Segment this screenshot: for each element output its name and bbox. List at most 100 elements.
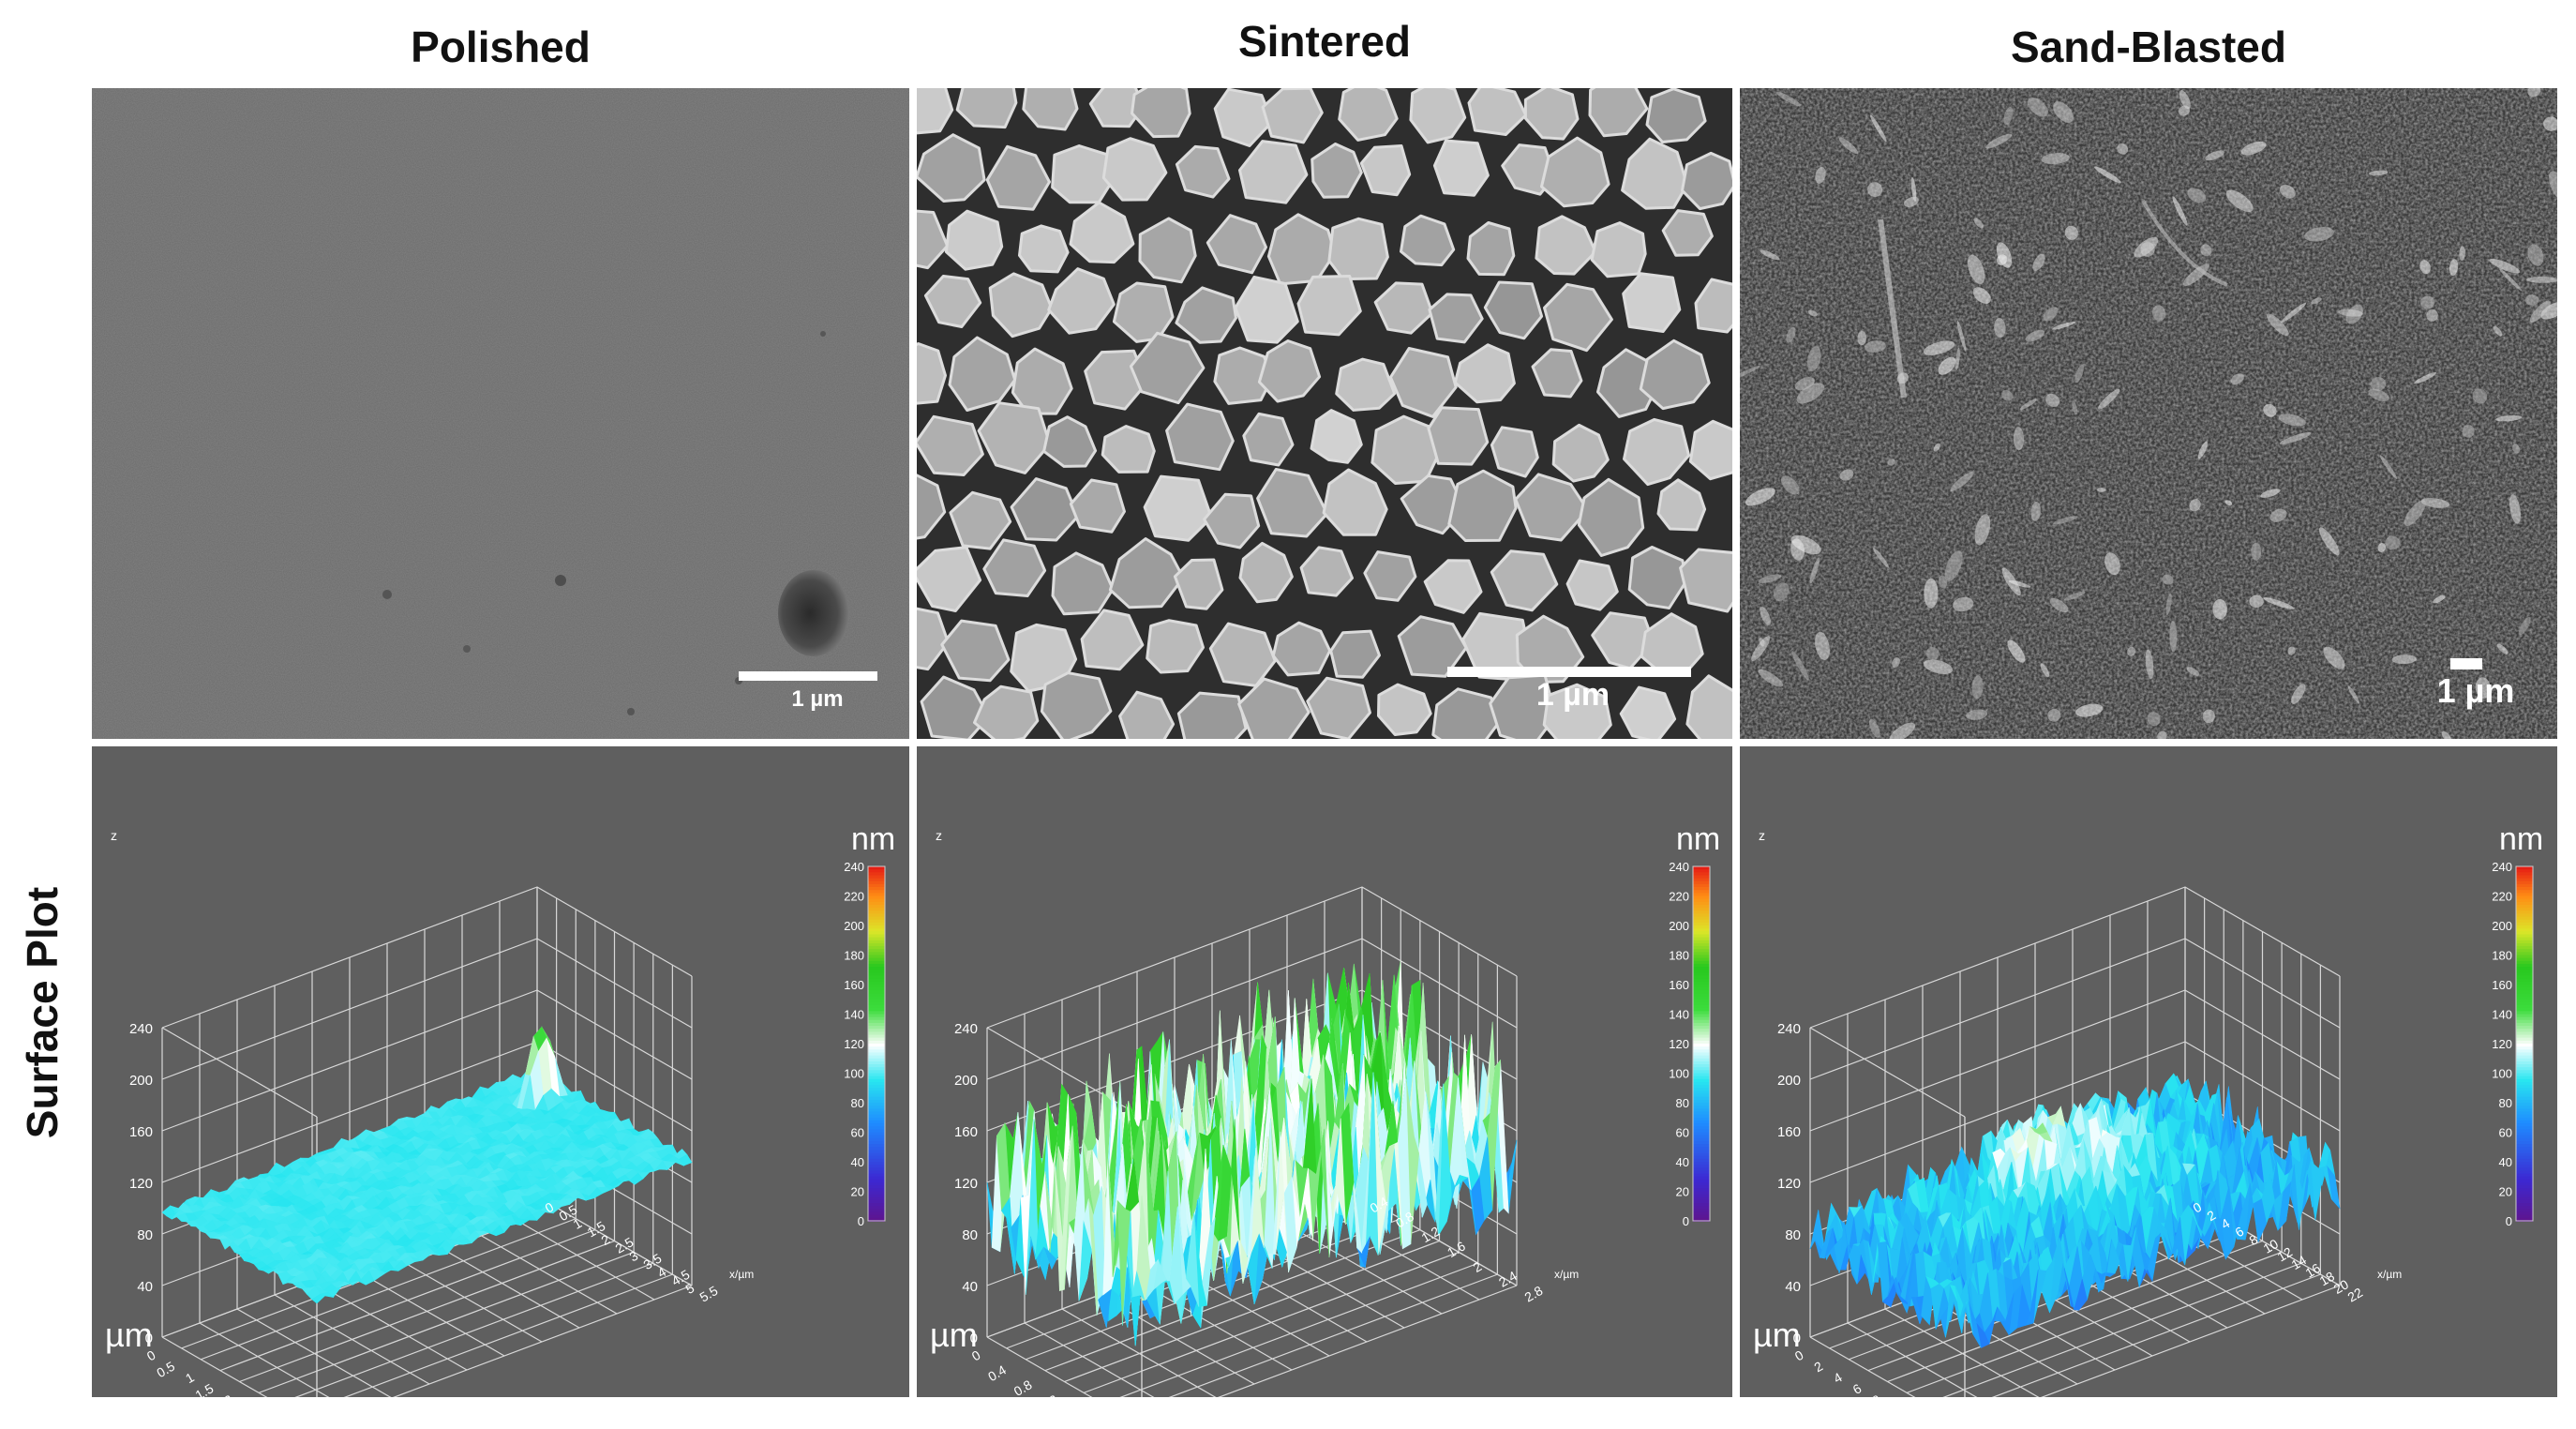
- z-tick-label: 40: [137, 1279, 153, 1295]
- colorbar-tick-label: 140: [2492, 1008, 2512, 1022]
- surface-plot-polished: 0 40 80 120 160 200 240 z 0 0.5 1 1.5 2 2.5 3 3.5 4 4.5 5 5…: [92, 746, 909, 1397]
- x-axis-title: x/µm: [1554, 1268, 1579, 1281]
- colorbar-tick-label: 200: [1669, 919, 1689, 933]
- y-tick-label: 1: [183, 1369, 197, 1386]
- z-axis-title: z: [1759, 828, 1765, 843]
- colorbar-tick-label: 220: [2492, 890, 2512, 904]
- sem-sintered-drawing: [917, 88, 1732, 739]
- z-tick-label: 80: [962, 1227, 978, 1243]
- z-tick-label: 240: [1777, 1021, 1801, 1037]
- surface-mesh: [986, 960, 1518, 1346]
- colorbar: [867, 865, 886, 1222]
- surface-plot-sintered: 0 40 80 120 160 200 240 z 0.4 0.8 1.2 1.6 2 2.4 2.8 x/µ…: [917, 746, 1732, 1397]
- colorbar: [2515, 865, 2534, 1222]
- z-tick-label: 200: [129, 1073, 153, 1089]
- scale-bar: [1447, 667, 1691, 677]
- y-tick-label: 0.4: [985, 1361, 1009, 1384]
- z-tick-label: 0: [145, 1331, 153, 1346]
- x-tick-label: 10: [2261, 1236, 2282, 1256]
- colorbar-tick-label: 200: [844, 919, 864, 933]
- column-title-sintered: Sintered: [1237, 17, 1412, 66]
- colorbar-tick-label: 20: [851, 1185, 864, 1199]
- y-tick-label: 0.8: [1011, 1376, 1035, 1397]
- colorbar-tick-label: 40: [1676, 1155, 1689, 1169]
- colorbar-tick-label: 0: [2506, 1214, 2512, 1228]
- colorbar-tick-label: 40: [851, 1155, 864, 1169]
- column-title-polished: Polished: [411, 23, 591, 71]
- z-tick-label: 240: [129, 1021, 153, 1037]
- x-tick-label: 5: [683, 1280, 697, 1297]
- colorbar: [1692, 865, 1711, 1222]
- colorbar-tick-label: 240: [1669, 860, 1689, 874]
- x-tick-label: 2.4: [1496, 1268, 1520, 1290]
- colorbar-tick-label: 140: [1669, 1008, 1689, 1022]
- z-tick-label: 120: [1777, 1176, 1801, 1192]
- sem-image-polished: 1 µm: [92, 88, 909, 739]
- z-tick-label: 40: [1785, 1279, 1801, 1295]
- colorbar-tick-label: 120: [844, 1037, 864, 1051]
- z-tick-label: 200: [1777, 1073, 1801, 1089]
- colorbar-tick-label: 80: [1676, 1096, 1689, 1110]
- colorbar-title: nm: [1676, 821, 1720, 857]
- z-tick-label: 0: [1793, 1331, 1801, 1346]
- x-tick-label: 5.5: [697, 1283, 721, 1305]
- colorbar-tick-label: 0: [858, 1214, 864, 1228]
- surface-pit: [778, 570, 849, 656]
- colorbar-title: nm: [851, 821, 895, 857]
- unit-label: µm: [1753, 1316, 1801, 1354]
- y-tick-label: 6: [1850, 1380, 1865, 1397]
- x-tick-label: 14: [2289, 1252, 2310, 1272]
- x-tick-label: 20: [2331, 1276, 2352, 1297]
- colorbar-tick-label: 60: [1676, 1126, 1689, 1140]
- x-tick-label: 2.8: [1522, 1283, 1546, 1305]
- colorbar-tick-label: 100: [2492, 1067, 2512, 1081]
- colorbar-tick-label: 220: [844, 890, 864, 904]
- y-tick-label: 0.5: [154, 1359, 177, 1381]
- scale-bar: [2450, 658, 2482, 669]
- colorbar-tick-label: 180: [844, 949, 864, 963]
- x-axis-title: x/µm: [729, 1268, 754, 1281]
- colorbar-tick-label: 180: [2492, 949, 2512, 963]
- x-tick-label: 2: [1471, 1258, 1485, 1275]
- colorbar-tick-label: 20: [2499, 1185, 2512, 1199]
- colorbar-tick-label: 160: [2492, 978, 2512, 992]
- z-tick-label: 160: [129, 1124, 153, 1140]
- sem-sand-blasted-drawing: [1740, 88, 2557, 739]
- colorbar-tick-label: 160: [844, 978, 864, 992]
- colorbar-tick-label: 140: [844, 1008, 864, 1022]
- x-tick-label: 1: [571, 1215, 585, 1232]
- sem-image-sand-blasted: 1 µm: [1740, 88, 2557, 739]
- z-tick-label: 120: [129, 1176, 153, 1192]
- colorbar-tick-label: 20: [1676, 1185, 1689, 1199]
- y-tick-label: 4: [1831, 1369, 1845, 1386]
- colorbar-tick-label: 240: [844, 860, 864, 874]
- x-axis-title: x/µm: [2377, 1268, 2402, 1281]
- sem-polished-drawing: [92, 88, 909, 739]
- x-tick-label: 1.6: [1445, 1238, 1468, 1260]
- colorbar-tick-label: 100: [844, 1067, 864, 1081]
- column-title-sand-blasted: Sand-Blasted: [2011, 23, 2286, 71]
- z-axis-title: z: [936, 828, 942, 843]
- colorbar-tick-label: 220: [1669, 890, 1689, 904]
- z-tick-label: 160: [1777, 1124, 1801, 1140]
- colorbar-tick-label: 80: [2499, 1096, 2512, 1110]
- surface-mesh: [161, 1026, 693, 1304]
- x-tick-label: 3: [627, 1248, 641, 1265]
- y-tick-label: 2: [221, 1391, 235, 1397]
- y-tick-label: 2: [1811, 1359, 1825, 1376]
- z-axis-title: z: [111, 828, 117, 843]
- z-tick-label: 240: [954, 1021, 978, 1037]
- x-tick-label: 18: [2317, 1269, 2338, 1289]
- scale-bar-label: 1 µm: [791, 686, 844, 712]
- colorbar-tick-label: 60: [851, 1126, 864, 1140]
- x-tick-label: 22: [2345, 1285, 2366, 1305]
- z-tick-label: 80: [1785, 1227, 1801, 1243]
- z-tick-label: 40: [962, 1279, 978, 1295]
- colorbar-tick-label: 40: [2499, 1155, 2512, 1169]
- z-tick-label: 200: [954, 1073, 978, 1089]
- x-tick-label: 12: [2275, 1244, 2296, 1265]
- unit-label: µm: [105, 1316, 153, 1354]
- colorbar-tick-label: 160: [1669, 978, 1689, 992]
- z-tick-label: 120: [954, 1176, 978, 1192]
- x-tick-label: 4: [655, 1264, 669, 1281]
